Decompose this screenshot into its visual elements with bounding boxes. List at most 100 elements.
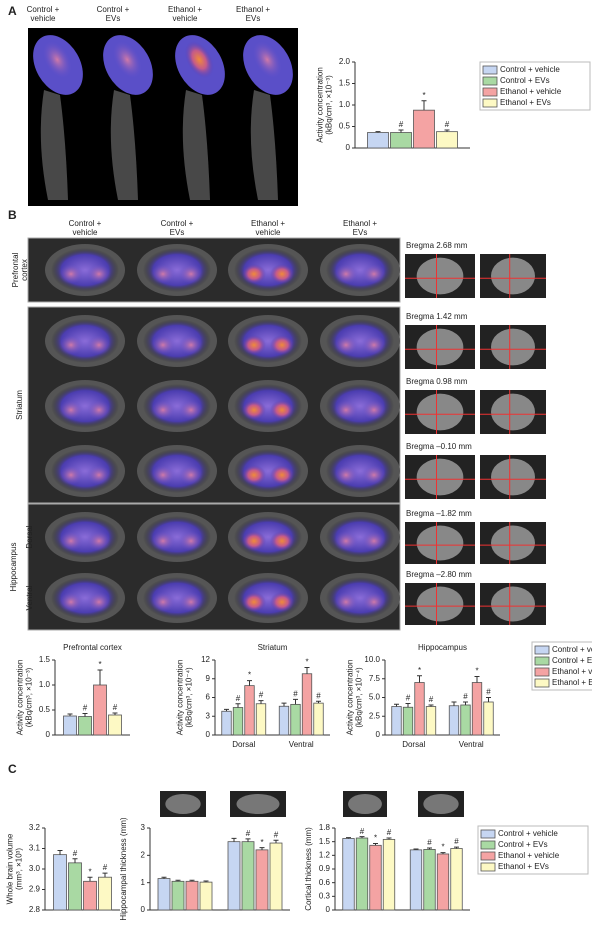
- bregma-label: Bregma –1.82 mm: [406, 509, 472, 518]
- mri-brain: [416, 393, 464, 431]
- error-bar: [474, 676, 480, 683]
- y-tick-label: 2.0: [339, 57, 351, 66]
- significance-mark: #: [463, 692, 468, 701]
- significance-mark: #: [236, 694, 241, 703]
- bar: [83, 880, 97, 911]
- mri-brain: [416, 525, 464, 561]
- y-tick-label: 0: [206, 730, 211, 739]
- significance-mark: *: [98, 660, 101, 669]
- column-header: Control +: [27, 5, 60, 14]
- significance-mark: #: [73, 849, 78, 858]
- bar: [108, 714, 122, 736]
- mri-brain: [491, 586, 535, 622]
- significance-mark: *: [475, 667, 478, 676]
- error-bar: [421, 100, 427, 111]
- bregma-label: Bregma 2.68 mm: [406, 241, 468, 250]
- significance-mark: #: [113, 703, 118, 712]
- y-tick-label: 3.0: [29, 864, 41, 873]
- y-tick-label: 12: [201, 655, 210, 664]
- error-bar: [398, 129, 404, 133]
- column-header: Ethanol +: [343, 219, 377, 228]
- brain-hot: [179, 264, 203, 284]
- region-label: Hippocampus: [9, 543, 18, 592]
- y-tick-label: 6: [206, 693, 211, 702]
- brain-hot: [59, 592, 83, 612]
- region-label: Ventral: [25, 585, 34, 610]
- brain-hot: [87, 465, 111, 485]
- bregma-label: Bregma –0.10 mm: [406, 442, 472, 451]
- brain-hot: [270, 531, 294, 551]
- bar: [171, 880, 185, 911]
- skull-hot: [112, 41, 142, 79]
- brain-hot: [362, 335, 386, 355]
- bregma-label: Bregma 0.98 mm: [406, 377, 468, 386]
- error-bar: [161, 876, 167, 879]
- brain-hot: [179, 531, 203, 551]
- region-label: Dorsal: [25, 525, 34, 548]
- column-header: Ethanol +: [236, 5, 270, 14]
- bar: [342, 838, 355, 911]
- skull-hot: [252, 41, 282, 79]
- column-header: Control +: [69, 219, 102, 228]
- skull-hot: [42, 41, 72, 79]
- brain-hot: [151, 335, 175, 355]
- bar: [290, 703, 301, 736]
- brain-hot: [59, 264, 83, 284]
- brain-hot: [151, 531, 175, 551]
- legend-swatch: [480, 851, 496, 861]
- bar: [227, 841, 241, 911]
- error-bar: [247, 680, 252, 686]
- brain-hot: [362, 592, 386, 612]
- bar: [199, 881, 213, 911]
- brain-hot: [270, 264, 294, 284]
- y-tick-label: 1.0: [39, 680, 51, 689]
- significance-mark: *: [422, 91, 425, 100]
- column-header: EVs: [170, 228, 185, 237]
- y-tick-label: 3.2: [29, 823, 41, 832]
- error-bar: [373, 842, 378, 846]
- error-bar: [82, 713, 88, 717]
- y-tick-label: 10.0: [364, 655, 380, 664]
- y-tick-label: 1: [141, 878, 146, 887]
- bar: [63, 715, 77, 736]
- region-label: Prefrontal: [11, 252, 20, 287]
- error-bar: [486, 697, 491, 702]
- legend-label: Control + vehicle: [500, 65, 560, 74]
- error-bar: [316, 700, 321, 704]
- x-tick-label: Dorsal: [402, 740, 425, 749]
- significance-mark: *: [418, 666, 421, 675]
- x-tick-label: Dorsal: [232, 740, 255, 749]
- legend-swatch: [480, 829, 496, 839]
- brain-hot: [87, 592, 111, 612]
- error-bar: [463, 701, 468, 705]
- y-tick-label: 1.8: [319, 823, 331, 832]
- bar: [269, 842, 283, 911]
- y-axis-label: Whole brain volume: [6, 833, 15, 904]
- brain-hot: [87, 335, 111, 355]
- bar: [53, 854, 67, 911]
- brain-hot: [179, 592, 203, 612]
- error-bar: [281, 702, 287, 707]
- brain-hot: [242, 264, 266, 284]
- y-tick-label: 0: [376, 730, 381, 739]
- y-tick-label: 0: [346, 143, 351, 152]
- y-tick-label: 0.9: [319, 864, 331, 873]
- skull-hot: [184, 41, 214, 79]
- brain-hot: [362, 400, 386, 420]
- brain-hot: [87, 264, 111, 284]
- brain-hot: [242, 531, 266, 551]
- legend-label: Control + EVs: [498, 840, 548, 849]
- brain-hot: [334, 592, 358, 612]
- skeleton: [182, 90, 210, 200]
- error-bar: [413, 848, 419, 850]
- bar: [382, 838, 396, 911]
- brain-hot: [87, 400, 111, 420]
- significance-mark: #: [259, 691, 264, 700]
- mri-brain: [416, 257, 464, 295]
- y-tick-label: 0: [46, 730, 51, 739]
- y-axis-label: Activity concentration: [16, 660, 25, 736]
- column-header: EVs: [246, 14, 261, 23]
- legend-swatch: [482, 87, 498, 97]
